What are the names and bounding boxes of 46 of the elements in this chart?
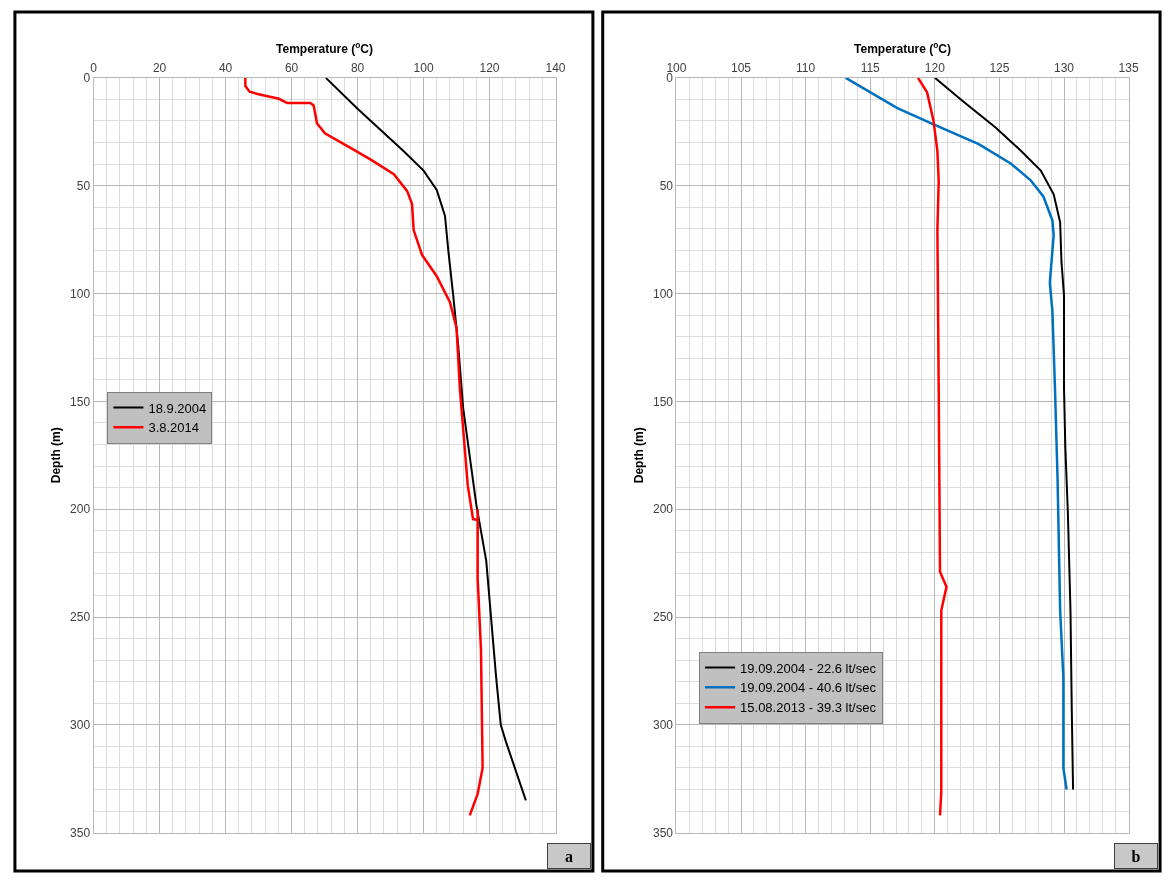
x-tick-label: 140	[545, 61, 566, 76]
line-series	[916, 77, 948, 817]
legend-label: 15.08.2013 - 39.3 lt/sec	[740, 700, 877, 716]
x-tick-label: 135	[1118, 61, 1139, 76]
y-axis-title: Depth (m)	[49, 427, 64, 484]
y-tick-label: 350	[70, 825, 91, 840]
y-tick-label: 50	[76, 178, 91, 193]
x-tick-label: 115	[860, 61, 881, 76]
x-tick-label: 110	[796, 61, 816, 76]
x-tick-label: 125	[989, 61, 1010, 76]
y-tick-label: 100	[653, 286, 674, 301]
y-tick-label: 300	[70, 718, 91, 733]
x-tick-label: 60	[284, 61, 299, 76]
line-series	[844, 77, 1068, 791]
y-tick-label: 250	[653, 610, 674, 625]
line-series	[324, 77, 527, 802]
y-tick-label: 0	[83, 71, 91, 86]
x-tick-label: 100	[413, 61, 434, 76]
legend-label: 19.09.2004 - 22.6 lt/sec	[740, 660, 877, 676]
y-tick-label: 0	[666, 71, 674, 86]
x-axis-title: Temperature ($^{o}$C)	[854, 40, 951, 57]
x-tick-label: 130	[1054, 61, 1075, 76]
legend-label: 3.8.2014	[148, 420, 200, 436]
legend-label: 18.9.2004	[148, 400, 207, 416]
y-tick-label: 50	[659, 178, 674, 193]
x-tick-label: 80	[350, 61, 365, 76]
y-tick-label: 350	[653, 825, 674, 840]
y-tick-label: 300	[653, 718, 674, 733]
x-tick-label: 120	[924, 61, 946, 76]
y-tick-label: 250	[70, 610, 91, 625]
y-axis-title: Depth (m)	[632, 427, 647, 484]
line-series	[244, 77, 484, 817]
line-series	[933, 77, 1075, 791]
x-axis-title: Temperature ($^{o}$C)	[276, 40, 374, 57]
text: a	[565, 847, 573, 865]
y-tick-label: 100	[70, 286, 91, 301]
y-tick-label: 150	[653, 394, 674, 409]
y-tick-label: 150	[70, 394, 91, 409]
legend-label: 19.09.2004 - 40.6 lt/sec	[740, 680, 877, 696]
y-tick-label: 200	[70, 502, 91, 517]
x-tick-label: 120	[479, 61, 500, 76]
text: b	[1131, 847, 1141, 865]
y-tick-label: 200	[653, 502, 674, 517]
x-tick-label: 105	[731, 61, 752, 76]
x-tick-label: 40	[218, 61, 233, 76]
x-tick-label: 20	[152, 61, 167, 76]
